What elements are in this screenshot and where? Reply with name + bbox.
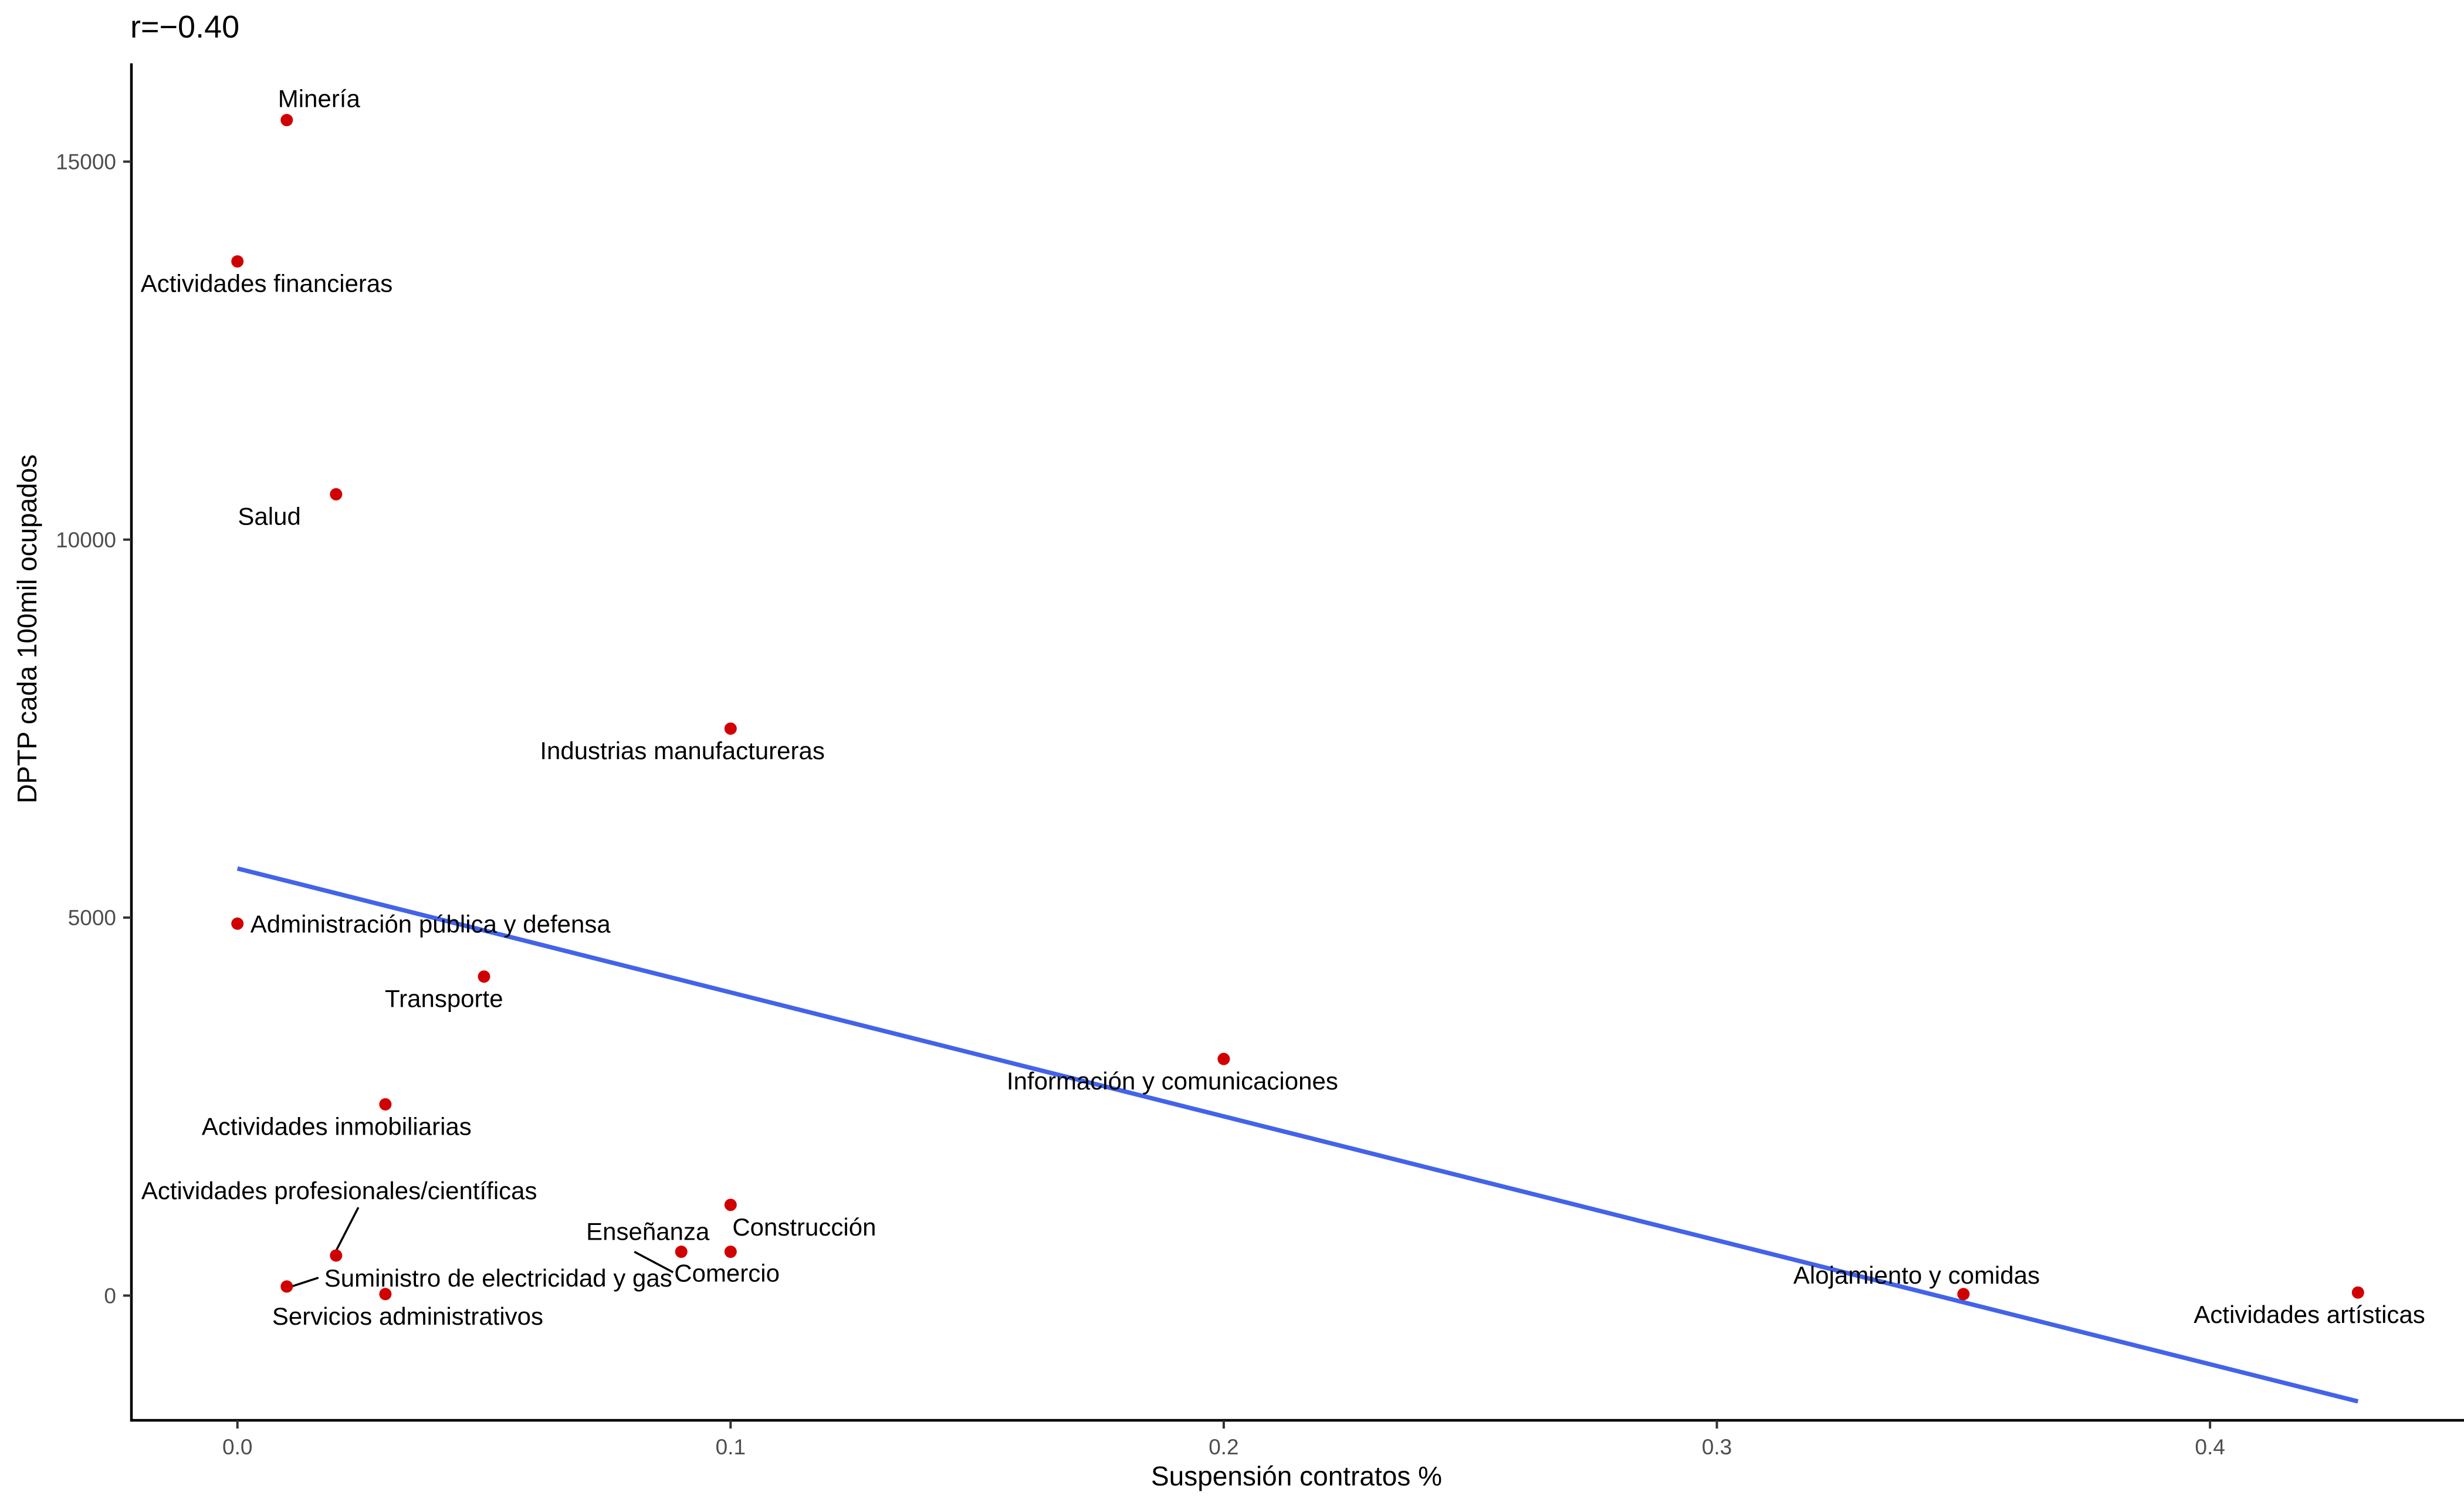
point-label: Suministro de electricidad y gas [324, 1264, 672, 1292]
point-label: Servicios administrativos [272, 1302, 543, 1330]
y-tick-label: 10000 [56, 528, 116, 552]
x-tick-label: 0.4 [2195, 1435, 2225, 1459]
label-leader-line [335, 1207, 360, 1251]
trend-line [236, 866, 2359, 1404]
point-label: Actividades financieras [141, 270, 393, 297]
data-point [280, 1280, 293, 1293]
data-point [1957, 1288, 1970, 1301]
point-label: Industrias manufactureras [540, 737, 825, 764]
point-label: Comercio [674, 1260, 780, 1287]
label-leader-line [291, 1277, 319, 1288]
point-label: Actividades artísticas [2194, 1301, 2425, 1328]
data-point [724, 722, 737, 735]
point-label: Actividades profesionales/científicas [141, 1177, 537, 1204]
data-point [330, 1249, 343, 1262]
data-point [231, 917, 244, 930]
y-tick-label: 15000 [56, 150, 116, 174]
x-axis: 0.0 0.1 0.2 0.3 0.4 [130, 1419, 2464, 1459]
data-point [2351, 1286, 2364, 1299]
chart-title: r=−0.40 [130, 9, 239, 45]
data-point [231, 255, 244, 268]
point-label: Alojamiento y comidas [1793, 1261, 2040, 1289]
x-axis-title: Suspensión contratos % [1151, 1461, 1442, 1491]
point-label: Salud [238, 502, 300, 530]
y-axis: 0 5000 10000 15000 [56, 63, 133, 1421]
x-tick-label: 0.3 [1702, 1435, 1732, 1459]
point-label: Construcción [732, 1213, 876, 1241]
data-point [280, 114, 293, 127]
point-label: Transporte [385, 985, 503, 1013]
point-label: Información y comunicaciones [1007, 1067, 1338, 1095]
y-tick-label: 0 [104, 1284, 116, 1308]
label-leader-line [634, 1251, 674, 1274]
point-label: Minería [278, 85, 361, 113]
y-tick-label: 5000 [68, 906, 116, 930]
point-label: Enseñanza [586, 1218, 710, 1245]
x-tick-label: 0.0 [222, 1435, 252, 1459]
x-tick-label: 0.1 [716, 1435, 746, 1459]
leader-lines [291, 1207, 674, 1288]
data-points [231, 114, 2364, 1301]
y-axis-title: DPTP cada 100mil ocupados [12, 455, 42, 804]
point-label: Actividades inmobiliarias [202, 1112, 472, 1140]
data-point [675, 1245, 688, 1258]
point-label: Administración pública y defensa [251, 910, 611, 937]
data-point [724, 1199, 737, 1211]
data-point [379, 1288, 392, 1301]
data-point [330, 488, 343, 500]
point-labels: Minería Actividades financieras Salud Indus… [141, 85, 2425, 1330]
data-point [379, 1098, 392, 1111]
x-tick-label: 0.2 [1209, 1435, 1238, 1459]
trend-line-group [236, 866, 2359, 1404]
data-point [1217, 1052, 1230, 1065]
data-point [724, 1245, 737, 1258]
data-point [478, 970, 490, 983]
